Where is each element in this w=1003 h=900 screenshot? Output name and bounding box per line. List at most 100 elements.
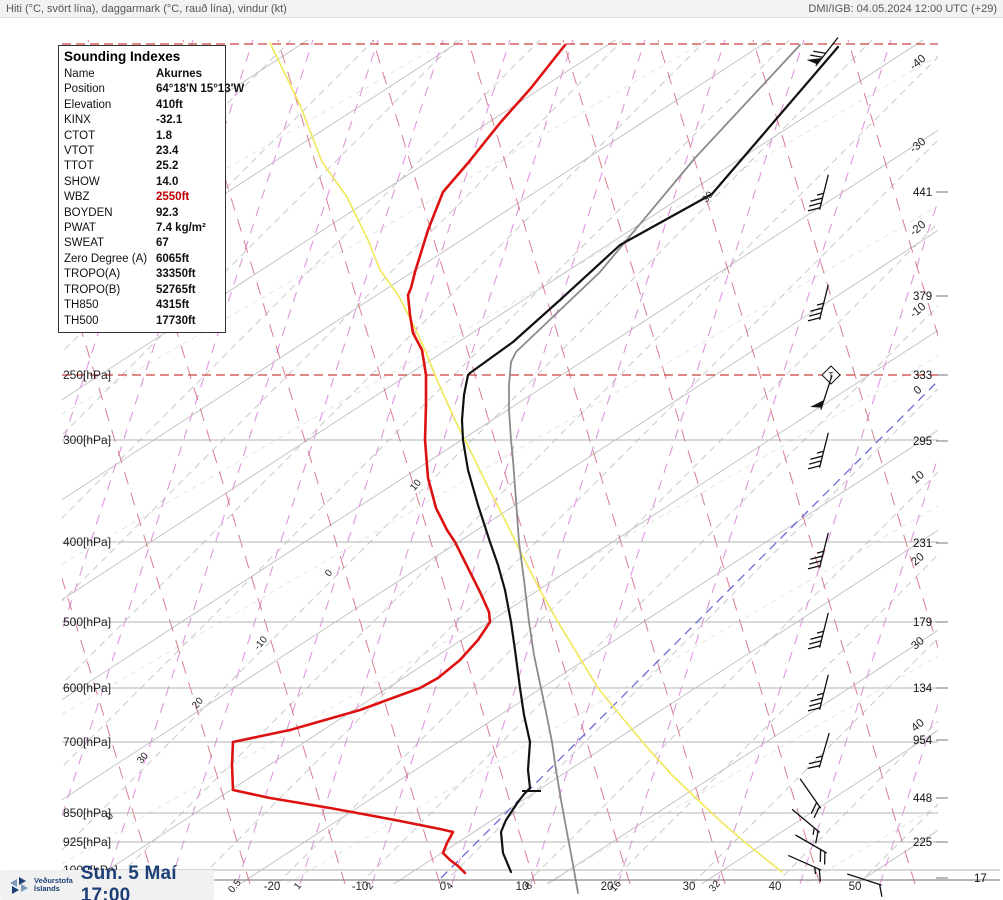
index-row: PWAT 7.4 kg/m² (59, 221, 225, 236)
index-row-label: TTOT (64, 160, 94, 173)
wind-barb (807, 532, 829, 570)
right-height-label: 333 (913, 370, 932, 382)
mixing-ratio-label: 8 (523, 880, 535, 892)
dewpoint-line (230, 43, 567, 875)
adiabat-label: 20 (190, 695, 206, 711)
bottom-temp-label: -10 (352, 881, 369, 893)
pressure-label: 700[hPa] (63, 735, 111, 749)
index-row-value: 6065ft (156, 252, 190, 265)
right-temp-label: 20 (909, 551, 927, 568)
wind-barb (807, 284, 829, 322)
index-row-value: 52765ft (156, 283, 196, 296)
pressure-label: 500[hPa] (63, 615, 111, 629)
wind-barb (807, 612, 829, 650)
index-row-label: TH500 (64, 314, 99, 327)
index-row: SWEAT 67 (59, 236, 225, 251)
right-temp-label: -40 (908, 53, 928, 73)
valid-datetime: Sun. 5 Maí 17:00 (80, 863, 177, 900)
right-height-label: 441 (913, 187, 932, 199)
index-row: CTOT 1.8 (59, 129, 225, 144)
wind-barb (799, 778, 822, 819)
index-row-label: KINX (64, 114, 91, 127)
pressure-label: 300[hPa] (63, 433, 111, 447)
mixing-ratio-label: 2 (364, 880, 376, 892)
right-height-label: 17 (974, 873, 987, 885)
right-height-label: 295 (913, 436, 932, 448)
index-row-label: BOYDEN (64, 206, 113, 219)
index-row-value: 7.4 kg/m² (156, 222, 206, 235)
right-temp-label: 30 (909, 635, 927, 652)
mixing-ratio-label: 4 (444, 880, 456, 892)
index-row-label: TH850 (64, 299, 99, 312)
mixing-ratio-label: 1 (292, 880, 304, 892)
index-row-label: SHOW (64, 175, 100, 188)
index-row-value: 25.2 (156, 160, 179, 173)
index-row-value: 64°18'N 15°13'W (156, 83, 245, 96)
index-row-label: Position (64, 83, 105, 96)
index-row-label: TROPO(B) (64, 283, 121, 296)
right-height-label: 448 (913, 793, 932, 805)
index-row-value: 67 (156, 237, 169, 250)
index-row: WBZ 2550ft (59, 190, 225, 205)
right-height-label: 379 (913, 291, 932, 303)
index-row-label: SWEAT (64, 237, 105, 250)
right-height-label: 225 (913, 837, 932, 849)
wind-barb (806, 37, 839, 67)
index-row: TH850 4315ft (59, 298, 225, 313)
index-row: TH500 17730ft (59, 314, 225, 329)
bottom-temp-label: -20 (264, 881, 281, 893)
pressure-label: 250[hPa] (63, 368, 111, 382)
logo-text: Veðurstofa Íslands (34, 877, 73, 893)
index-row: KINX -32.1 (59, 113, 225, 128)
index-row: BOYDEN 92.3 (59, 206, 225, 221)
index-row-label: PWAT (64, 222, 96, 235)
pressure-label: 600[hPa] (63, 681, 111, 695)
svg-text:T: T (829, 371, 834, 380)
temperature-line (460, 45, 840, 874)
pressure-label: 400[hPa] (63, 535, 111, 549)
tropopause-marker: T (821, 365, 841, 385)
right-temp-label: 10 (909, 469, 927, 486)
wind-barb (807, 174, 829, 212)
index-row: Elevation 410ft (59, 98, 225, 113)
index-row: TROPO(A) 33350ft (59, 267, 225, 282)
header-bar: Hiti (°C, svört lína), daggarmark (°C, r… (0, 0, 1003, 18)
wind-barb (787, 854, 822, 882)
wind-barb (807, 432, 829, 470)
bottom-temp-label: 50 (849, 881, 862, 893)
index-row-value: 2550ft (156, 191, 190, 204)
wind-barbs (787, 37, 883, 897)
bottom-temp-label: 30 (683, 881, 696, 893)
right-temp-label: -10 (908, 301, 928, 321)
index-row-value: 92.3 (156, 206, 179, 219)
sounding-indexes-title: Sounding Indexes (64, 49, 181, 64)
mixing-ratio-label: 32 (707, 878, 723, 894)
right-height-label: 134 (913, 683, 933, 695)
index-row-value: 1.8 (156, 129, 172, 142)
pressure-label: 850[hPa] (63, 806, 111, 820)
bottom-temp-label: 20 (601, 881, 614, 893)
index-row: VTOT 23.4 (59, 144, 225, 159)
index-row-label: CTOT (64, 129, 96, 142)
index-row-label: VTOT (64, 145, 95, 158)
wind-barb (795, 834, 827, 865)
right-height-label: 179 (913, 617, 932, 629)
bottom-temp-label: 40 (769, 881, 782, 893)
wind-barb (791, 808, 821, 844)
zero-isotherm-line (440, 382, 937, 879)
index-row-value: 17730ft (156, 314, 196, 327)
index-row: TTOT 25.2 (59, 159, 225, 174)
adiabat-label: -10 (252, 634, 270, 652)
adiabat-label: 0 (323, 567, 335, 579)
index-row: Position 64°18'N 15°13'W (59, 82, 244, 97)
index-row-label: TROPO(A) (64, 268, 121, 281)
index-row: Name Akurnes (59, 67, 225, 82)
header-run-info: DMI/IGB: 04.05.2024 12:00 UTC (+29) (808, 2, 997, 15)
footer-bar: Veðurstofa Íslands Sun. 5 Maí 17:00 (0, 863, 214, 900)
index-row-value: 23.4 (156, 145, 179, 158)
index-row-label: Elevation (64, 98, 112, 111)
right-temp-label: 0 (912, 384, 925, 397)
sounding-indexes-box: Sounding Indexes Name Akurnes Position 64°1… (58, 45, 244, 333)
tropopause-lines (62, 43, 938, 376)
index-row-label: Zero Degree (A) (64, 252, 148, 265)
